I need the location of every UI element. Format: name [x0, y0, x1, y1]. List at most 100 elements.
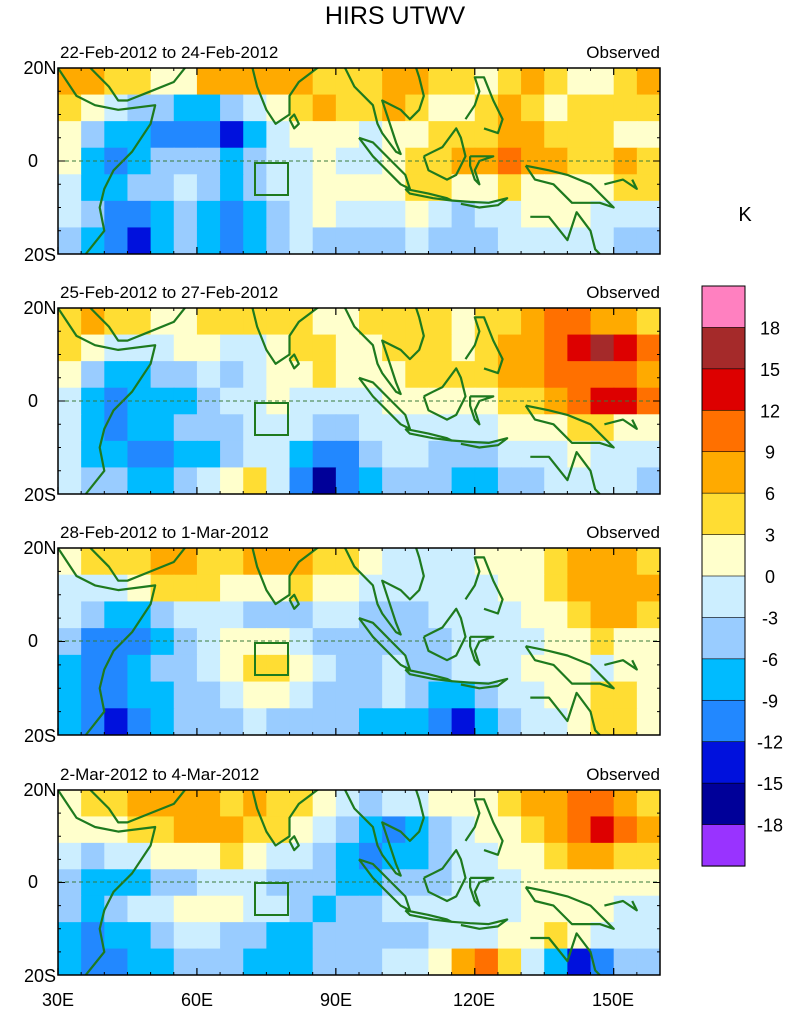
field-cell [428, 308, 453, 336]
field-cell [567, 574, 592, 603]
anomaly-field [58, 548, 660, 735]
field-cell [451, 68, 476, 96]
field-cell [266, 790, 291, 818]
field-cell [104, 121, 129, 149]
field-cell [428, 200, 453, 229]
field-cell [104, 948, 129, 975]
field-cell [497, 68, 522, 96]
colorbar-swatch [701, 327, 746, 370]
field-cell [382, 790, 406, 818]
field-cell [451, 227, 476, 254]
field-cell [613, 440, 638, 469]
field-cell [312, 440, 337, 469]
coastline [604, 659, 638, 671]
field-cell [196, 922, 221, 950]
field-cell [428, 387, 453, 415]
field-cell [335, 200, 360, 229]
coastline [530, 211, 601, 254]
field-cell [58, 147, 82, 175]
field-cell [266, 548, 291, 576]
y-tick-label: 20N [23, 298, 56, 318]
field-cell [474, 414, 499, 442]
field-cell [428, 842, 453, 870]
field-cell [590, 308, 615, 336]
field-cell [243, 816, 267, 844]
field-cell [382, 895, 406, 923]
field-cell [127, 681, 152, 709]
field-cell [497, 334, 522, 362]
field-cell [104, 200, 129, 229]
field-cell [405, 601, 430, 629]
field-cell [590, 842, 615, 870]
field-cell [104, 174, 129, 202]
field-cell [405, 548, 430, 576]
field-cell [613, 548, 638, 576]
field-cell [590, 816, 615, 844]
panel-observed-label: Observed [586, 43, 660, 62]
field-cell [590, 601, 615, 629]
field-cell [567, 816, 592, 844]
field-cell [312, 414, 337, 442]
field-cell [521, 200, 545, 229]
field-cell [196, 227, 221, 254]
field-cell [451, 174, 476, 202]
field-cell [289, 816, 314, 844]
field-cell [451, 121, 476, 149]
field-cell [196, 869, 221, 897]
field-cell [590, 895, 615, 923]
field-cell [150, 121, 175, 149]
field-cell [289, 440, 314, 469]
field-cell [127, 68, 152, 96]
field-cell [266, 200, 291, 229]
field-cell [196, 308, 221, 336]
field-cell [497, 200, 522, 229]
field-cell [359, 68, 383, 96]
field-cell [359, 922, 383, 950]
field-cell [58, 708, 82, 735]
coastline [530, 451, 601, 494]
field-cell [266, 895, 291, 923]
field-cell [312, 922, 337, 950]
colorbar-swatch [701, 824, 746, 867]
field-cell [590, 654, 615, 683]
field-cell [243, 94, 267, 122]
field-cell [220, 681, 244, 709]
field-cell [243, 440, 267, 469]
field-cell [127, 601, 152, 629]
field-cell [196, 948, 221, 975]
field-cell [173, 948, 198, 975]
panel-observed-label: Observed [586, 283, 660, 302]
field-cell [567, 94, 592, 122]
field-cell [521, 440, 545, 469]
field-cell [497, 361, 522, 389]
field-cell [405, 121, 430, 149]
field-cell [497, 121, 522, 149]
field-cell [173, 414, 198, 442]
panel-period-label: 22-Feb-2012 to 24-Feb-2012 [60, 43, 278, 62]
field-cell [220, 948, 244, 975]
field-cell [382, 68, 406, 96]
field-cell [196, 414, 221, 442]
field-cell [382, 467, 406, 494]
field-cell [266, 121, 291, 149]
colorbar-swatch [701, 451, 746, 494]
field-cell [451, 842, 476, 870]
field-cell [58, 816, 82, 844]
field-cell [451, 361, 476, 389]
field-cell [544, 601, 568, 629]
field-cell [173, 440, 198, 469]
field-cell [382, 708, 406, 735]
y-tick-label: 20S [24, 485, 56, 505]
field-cell [220, 790, 244, 818]
field-cell [196, 708, 221, 735]
field-cell [636, 601, 660, 629]
field-cell [567, 895, 592, 923]
field-cell [150, 790, 175, 818]
field-cell [81, 574, 105, 603]
field-cell [613, 708, 638, 735]
field-cell [127, 548, 152, 576]
field-cell [497, 308, 522, 336]
field-cell [428, 922, 453, 950]
field-cell [590, 334, 615, 362]
field-cell [382, 654, 406, 683]
